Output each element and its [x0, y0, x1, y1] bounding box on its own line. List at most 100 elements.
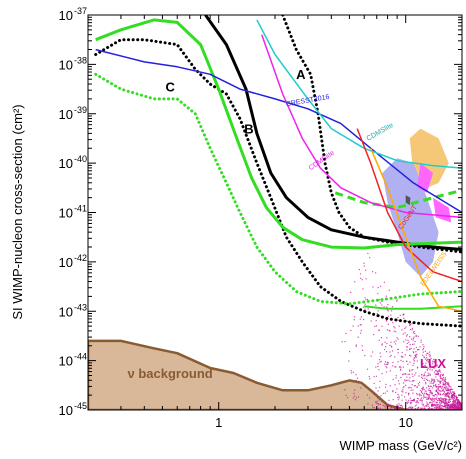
- lux-point: [444, 383, 446, 385]
- lux-point: [433, 385, 435, 387]
- lux-point: [373, 407, 375, 409]
- lux-point: [450, 393, 452, 395]
- lux-point: [451, 394, 453, 396]
- lux-point: [412, 406, 414, 409]
- lux-point: [346, 397, 349, 399]
- lux-point: [419, 399, 421, 402]
- lux-point: [442, 408, 444, 410]
- lux-point: [385, 407, 387, 409]
- lux-point: [432, 361, 434, 363]
- lux-point: [366, 394, 368, 396]
- lux-point: [387, 363, 389, 366]
- lux-point: [448, 393, 451, 395]
- lux-point: [375, 402, 377, 404]
- lux-point: [429, 363, 431, 365]
- lux-point: [432, 382, 434, 385]
- lux-point: [386, 337, 388, 339]
- lux-point: [358, 269, 360, 271]
- lux-point: [444, 380, 446, 382]
- lux-point: [379, 361, 381, 363]
- lux-point: [435, 403, 437, 405]
- lux-point: [410, 408, 412, 410]
- lux-point: [416, 353, 418, 355]
- lux-point: [353, 392, 355, 394]
- lux-point: [414, 405, 416, 407]
- lux-point: [428, 366, 430, 368]
- lux-point: [442, 374, 444, 376]
- lux-point: [422, 389, 424, 391]
- lux-point: [453, 403, 455, 405]
- lux-point: [449, 405, 451, 407]
- lux-point: [386, 329, 388, 331]
- lux-point: [451, 393, 453, 396]
- lux-point: [438, 397, 440, 399]
- lux-point: [436, 400, 439, 402]
- lux-point: [403, 317, 405, 319]
- lux-point: [433, 399, 435, 401]
- lux-point: [448, 404, 450, 406]
- lux-point: [457, 404, 459, 406]
- lux-point: [384, 361, 386, 363]
- lux-point: [402, 387, 404, 389]
- lux-point: [448, 401, 450, 403]
- lux-point: [426, 378, 428, 380]
- lux-point: [457, 399, 459, 401]
- lux-point: [416, 397, 419, 399]
- lux-point: [406, 360, 408, 362]
- lux-point: [451, 406, 453, 408]
- lux-point: [408, 394, 410, 396]
- lux-point: [441, 405, 443, 407]
- series-curve-7: [95, 48, 462, 214]
- lux-point: [449, 396, 451, 398]
- lux-point: [371, 404, 373, 406]
- y-axis-title: SI WIMP-nucleon cross-section (cm²): [10, 104, 25, 319]
- lux-point: [430, 385, 432, 387]
- lux-point: [431, 404, 433, 406]
- lux-point: [429, 369, 431, 371]
- lux-point: [436, 405, 438, 407]
- lux-point: [444, 399, 446, 401]
- lux-point: [406, 349, 408, 351]
- lux-point: [439, 399, 441, 401]
- lux-point: [431, 393, 433, 395]
- lux-point: [409, 344, 411, 346]
- lux-point: [442, 378, 444, 380]
- lux-point: [433, 395, 435, 397]
- lux-point: [411, 400, 413, 402]
- lux-point: [437, 403, 439, 406]
- lux-point: [424, 406, 426, 408]
- lux-point: [354, 316, 356, 318]
- lux-point: [442, 379, 444, 381]
- lux-point: [386, 343, 388, 345]
- signal-region-3: [417, 163, 433, 193]
- lux-point: [393, 407, 395, 409]
- lux-point: [416, 401, 418, 403]
- lux-point: [434, 407, 437, 409]
- lux-point: [357, 325, 359, 327]
- lux-point: [460, 404, 462, 406]
- lux-point: [445, 388, 447, 390]
- lux-point: [459, 406, 461, 409]
- lux-point: [407, 363, 409, 365]
- lux-point: [367, 403, 369, 405]
- lux-point: [393, 326, 395, 328]
- lux-point: [437, 372, 439, 374]
- lux-point: [460, 402, 462, 404]
- lux-point: [456, 401, 458, 403]
- lux-point: [434, 373, 436, 375]
- lux-point: [420, 407, 422, 409]
- lux-point: [428, 389, 430, 391]
- lux-point: [350, 291, 352, 293]
- lux-point: [439, 386, 441, 388]
- lux-point: [439, 371, 442, 373]
- lux-point: [385, 363, 387, 365]
- lux-point: [432, 401, 434, 403]
- lux-point: [344, 341, 346, 343]
- lux-point: [390, 407, 392, 409]
- lux-point: [445, 382, 447, 384]
- lux-point: [453, 402, 455, 404]
- lux-point: [429, 351, 431, 353]
- lux-point: [383, 405, 386, 407]
- lux-point: [440, 377, 442, 379]
